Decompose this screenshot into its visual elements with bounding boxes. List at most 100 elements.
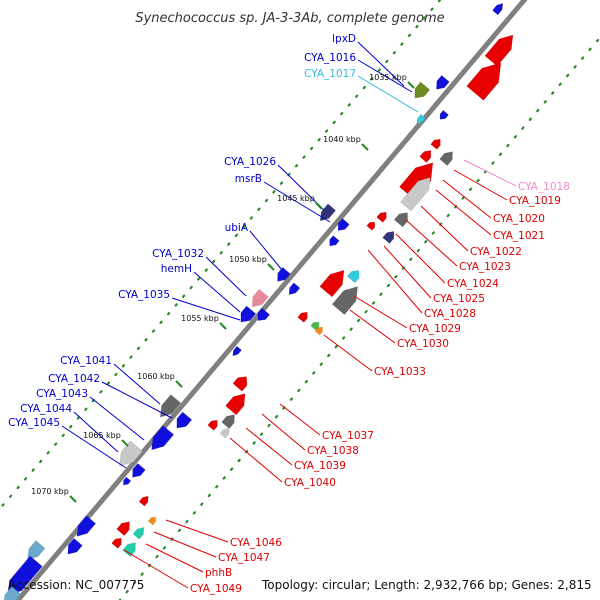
label-plus-19[interactable]: CYA_1049 — [190, 583, 242, 595]
gene-ubiA[interactable] — [274, 267, 291, 284]
gene-cya-1045[interactable] — [129, 463, 146, 480]
gene-msrB[interactable] — [335, 218, 350, 234]
label-plus-17[interactable]: CYA_1047 — [218, 552, 270, 564]
gene-red-1[interactable] — [484, 30, 519, 67]
label-minus-8[interactable]: CYA_1035 — [118, 289, 170, 301]
gene-blue-top[interactable] — [492, 1, 505, 16]
gene-cya-1029[interactable] — [331, 281, 364, 315]
label-plus-14[interactable]: CYA_1039 — [294, 460, 346, 472]
label-plus-5[interactable]: CYA_1023 — [459, 261, 511, 273]
label-plus-2[interactable]: CYA_1020 — [493, 213, 545, 225]
gene-grey-1[interactable] — [439, 148, 457, 166]
gene-red-9[interactable] — [207, 418, 221, 431]
label-minus-10[interactable]: CYA_1042 — [48, 373, 100, 385]
gene-red-3[interactable] — [430, 137, 444, 150]
label-minus-9[interactable]: CYA_1041 — [60, 355, 112, 367]
gene-small-2[interactable] — [327, 235, 340, 249]
label-minus-12[interactable]: CYA_1044 — [20, 403, 72, 415]
gene-cya-1035[interactable] — [254, 307, 271, 324]
tick-label-3: 1050 kbp — [229, 255, 267, 264]
gene-small-o[interactable] — [314, 325, 325, 336]
label-minus-13[interactable]: CYA_1045 — [8, 417, 60, 429]
label-minus-6[interactable]: CYA_1032 — [152, 248, 204, 260]
gene-small-o2[interactable] — [147, 515, 158, 526]
gene-cya-1046[interactable] — [116, 518, 134, 536]
label-plus-15[interactable]: CYA_1040 — [284, 477, 336, 489]
label-plus-3-leader — [435, 189, 492, 236]
gene-lpxD[interactable] — [410, 81, 431, 102]
label-plus-12[interactable]: CYA_1037 — [322, 430, 374, 442]
gene-small-3[interactable] — [286, 282, 301, 297]
gene-cya-1038[interactable] — [221, 411, 239, 429]
label-minus-6-leader — [205, 256, 247, 297]
gene-cya-1030[interactable] — [346, 267, 362, 284]
gene-blue-3[interactable] — [23, 540, 46, 563]
gene-cya-1044[interactable] — [113, 440, 143, 471]
label-plus-4[interactable]: CYA_1022 — [470, 246, 522, 258]
label-minus-5[interactable]: ubiA — [225, 222, 249, 234]
label-minus-7[interactable]: hemH — [161, 263, 192, 275]
label-plus-6[interactable]: CYA_1024 — [447, 278, 499, 290]
label-minus-4[interactable]: msrB — [235, 173, 262, 185]
tick-label-6: 1065 kbp — [83, 431, 121, 440]
label-minus-0-leader — [357, 41, 405, 87]
label-minus-10-leader — [101, 381, 173, 419]
label-plus-11[interactable]: CYA_1033 — [374, 366, 426, 378]
label-minus-12-leader — [73, 411, 119, 453]
gene-red-7[interactable] — [297, 310, 311, 323]
tick-mark-6 — [121, 439, 129, 447]
gene-cya-1032[interactable] — [248, 288, 269, 310]
label-plus-14-leader — [245, 427, 293, 466]
gene-cya-1049[interactable] — [111, 536, 125, 549]
gene-cya-1039[interactable] — [219, 426, 232, 439]
label-plus-16[interactable]: CYA_1046 — [230, 537, 282, 549]
gene-red-2[interactable] — [466, 56, 510, 101]
label-plus-7[interactable]: CYA_1025 — [433, 293, 485, 305]
gene-phhB[interactable] — [122, 539, 140, 557]
gene-cya-1026[interactable] — [316, 203, 336, 224]
gene-blue-4[interactable] — [0, 586, 22, 600]
label-plus-9[interactable]: CYA_1029 — [409, 323, 461, 335]
tick-label-4: 1055 kbp — [181, 314, 219, 323]
label-plus-13[interactable]: CYA_1038 — [307, 445, 359, 457]
gene-red-5[interactable] — [376, 210, 390, 223]
gene-red-4[interactable] — [419, 148, 435, 163]
gene-blue-2[interactable] — [64, 537, 83, 557]
gene-red-10[interactable] — [138, 494, 151, 507]
gene-small-5[interactable] — [121, 476, 132, 487]
label-plus-8[interactable]: CYA_1028 — [424, 308, 476, 320]
gene-labels[interactable]: lpxD CYA_1016 CYA_1017 CYA_1026 msrB ubiA CYA_… — [8, 33, 570, 595]
label-minus-4-leader — [263, 181, 331, 223]
label-minus-11[interactable]: CYA_1043 — [36, 388, 88, 400]
label-plus-0[interactable]: CYA_1018 — [518, 181, 570, 193]
gene-cya-1041[interactable] — [155, 394, 182, 422]
label-minus-1[interactable]: CYA_1016 — [304, 52, 356, 64]
gene-cya-1042[interactable] — [172, 411, 193, 432]
gene-red-6[interactable] — [366, 220, 378, 231]
gene-cya-1024[interactable] — [382, 229, 398, 244]
label-minus-2[interactable]: CYA_1017 — [304, 68, 356, 80]
gene-hemH[interactable] — [236, 305, 257, 326]
gene-small-1[interactable] — [437, 109, 449, 121]
label-minus-3[interactable]: CYA_1026 — [224, 156, 276, 168]
gene-blue-big-1[interactable] — [72, 515, 97, 541]
gene-cya-1028[interactable] — [319, 265, 350, 298]
gene-red-8[interactable] — [232, 373, 251, 392]
gene-cya-1043[interactable] — [146, 425, 175, 455]
label-plus-18[interactable]: phhB — [205, 567, 232, 579]
gene-cya-1023[interactable] — [393, 209, 411, 228]
tick-mark-5 — [175, 380, 183, 388]
gene-cya-1017[interactable] — [414, 113, 426, 126]
gene-cya-1022[interactable] — [400, 173, 435, 212]
gene-cya-1047[interactable] — [132, 525, 147, 540]
label-minus-0[interactable]: lpxD — [332, 33, 356, 45]
label-plus-10[interactable]: CYA_1030 — [397, 338, 449, 350]
label-plus-1[interactable]: CYA_1019 — [509, 195, 561, 207]
gene-small-g[interactable] — [310, 320, 322, 331]
label-plus-3[interactable]: CYA_1021 — [493, 230, 545, 242]
label-minus-2-leader — [357, 75, 419, 113]
label-plus-7-leader — [383, 245, 432, 299]
gene-cya-1016[interactable] — [433, 75, 450, 92]
gene-small-4[interactable] — [230, 345, 242, 358]
gene-cya-1037[interactable] — [225, 389, 251, 416]
